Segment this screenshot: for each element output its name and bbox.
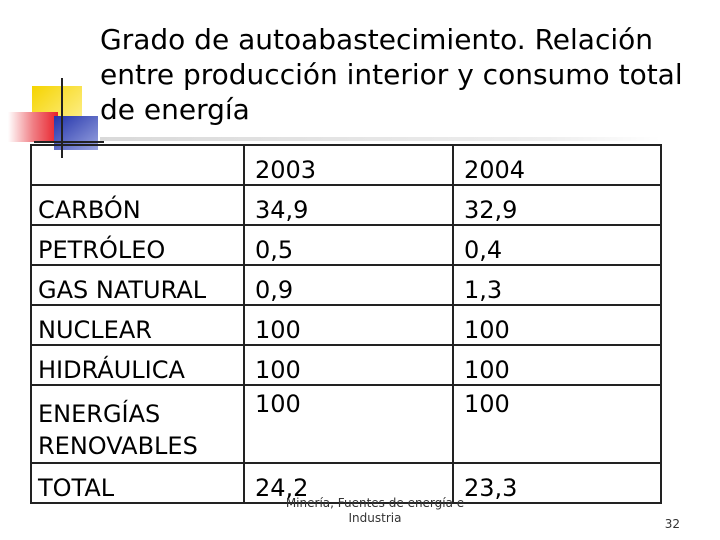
- value-2004: 100: [452, 384, 662, 464]
- footer-source: Minería, Fuentes de energía e Industria: [265, 496, 485, 526]
- value-2004: 100: [452, 304, 662, 346]
- value-2003: 0,9: [243, 264, 454, 306]
- value-2003: 0,5: [243, 224, 454, 266]
- header-cell-2003: 2003: [243, 144, 454, 186]
- value-2004: 32,9: [452, 184, 662, 226]
- row-label: CARBÓN: [30, 184, 245, 226]
- table-row: PETRÓLEO 0,5 0,4: [30, 224, 662, 266]
- value-2004: 0,4: [452, 224, 662, 266]
- header-cell-empty: [30, 144, 245, 186]
- header-cell-2004: 2004: [452, 144, 662, 186]
- decorative-squares-graphic: [8, 78, 104, 158]
- table-header-row: 2003 2004: [30, 144, 662, 186]
- value-2003: 100: [243, 384, 454, 464]
- value-2003: 24,2: [243, 462, 454, 504]
- row-label-line2: RENOVABLES: [38, 432, 198, 460]
- footer-source-line1: Minería, Fuentes de energía e: [285, 496, 465, 510]
- table-row: CARBÓN 34,9 32,9: [30, 184, 662, 226]
- row-label: PETRÓLEO: [30, 224, 245, 266]
- row-label: HIDRÁULICA: [30, 344, 245, 386]
- page-number: 32: [664, 517, 680, 531]
- row-label: TOTAL: [30, 462, 245, 504]
- value-2004: 1,3: [452, 264, 662, 306]
- table-row: GAS NATURAL 0,9 1,3: [30, 264, 662, 306]
- table-row: NUCLEAR 100 100: [30, 304, 662, 346]
- value-2004: 100: [452, 344, 662, 386]
- red-bar: [8, 112, 58, 142]
- row-label-line1: ENERGÍAS: [38, 400, 161, 428]
- footer-source-line2: Industria: [348, 511, 402, 525]
- value-2003: 34,9: [243, 184, 454, 226]
- table-row: ENERGÍAS RENOVABLES 100 100: [30, 384, 662, 464]
- value-2003: 100: [243, 344, 454, 386]
- energy-self-sufficiency-table: 2003 2004 CARBÓN 34,9 32,9 PETRÓLEO 0,5 …: [30, 144, 662, 504]
- table-row: HIDRÁULICA 100 100: [30, 344, 662, 386]
- row-label: ENERGÍAS RENOVABLES: [30, 384, 245, 464]
- row-label: GAS NATURAL: [30, 264, 245, 306]
- slide-title: Grado de autoabastecimiento. Relación en…: [100, 23, 683, 126]
- table-row-total: TOTAL 24,2 23,3: [30, 462, 662, 504]
- row-label: NUCLEAR: [30, 304, 245, 346]
- value-2003: 100: [243, 304, 454, 346]
- title-underline: [100, 137, 660, 141]
- value-2004: 23,3: [452, 462, 662, 504]
